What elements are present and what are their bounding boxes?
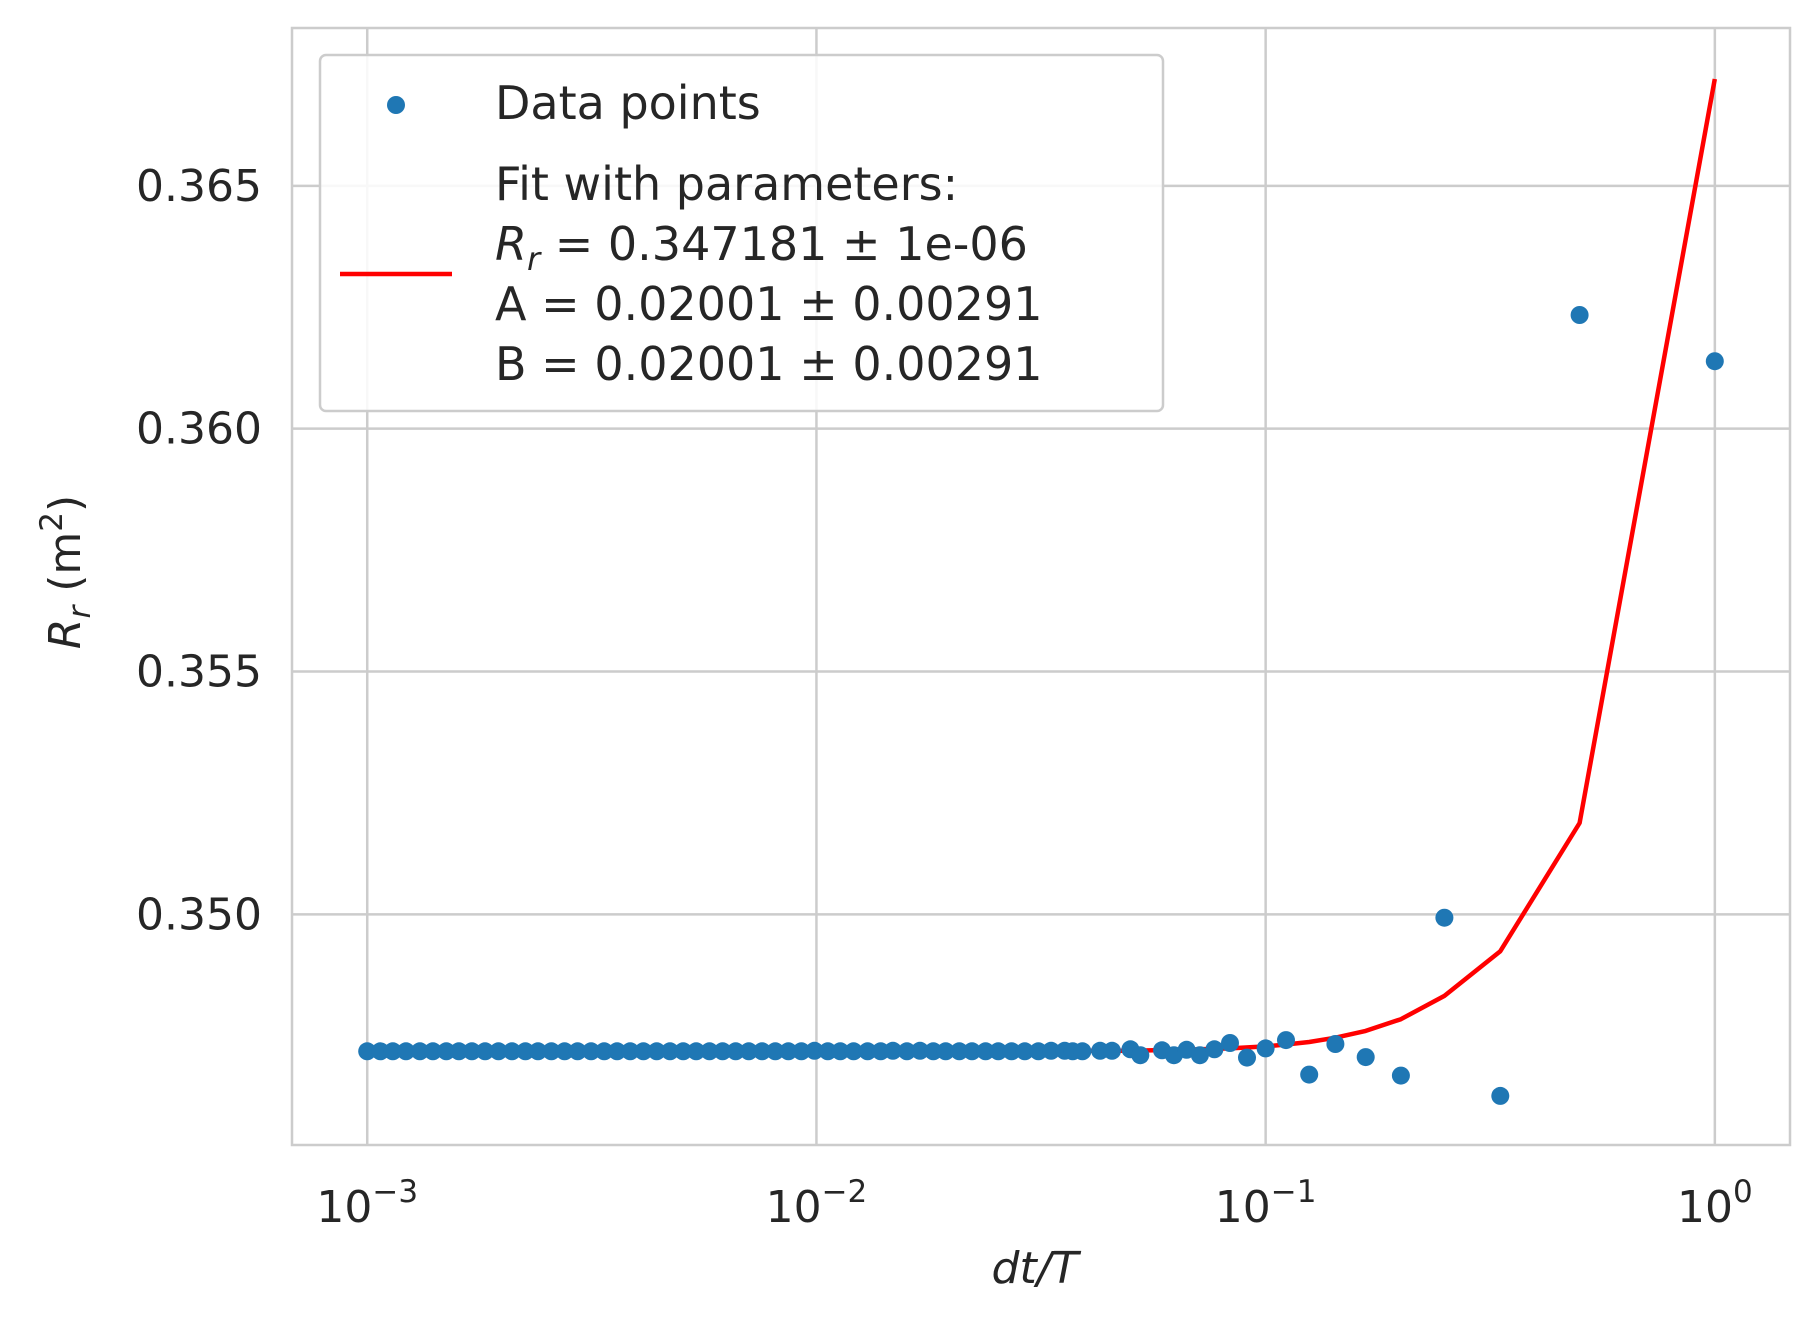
data-point <box>911 1041 929 1060</box>
data-point <box>1391 1066 1410 1085</box>
data-point <box>621 1042 640 1061</box>
data-point <box>1705 352 1724 371</box>
y-axis-label: Rr(m2) <box>34 495 98 649</box>
data-point <box>792 1042 811 1061</box>
data-point <box>449 1042 468 1061</box>
x-tick-label: 10−3 <box>316 1174 418 1233</box>
data-point <box>1029 1042 1048 1061</box>
data-point <box>779 1042 798 1061</box>
data-point <box>1238 1048 1256 1067</box>
data-point <box>739 1042 758 1061</box>
data-point <box>858 1042 877 1061</box>
data-point <box>423 1042 442 1061</box>
x-tick-label: 10−2 <box>766 1174 868 1233</box>
data-point <box>1015 1042 1034 1061</box>
data-point <box>831 1042 850 1061</box>
y-tick-label: 0.365 <box>136 161 262 212</box>
x-tick-label: 10−1 <box>1215 1174 1317 1233</box>
x-axis-label: dt/T <box>992 1243 1082 1294</box>
data-point <box>976 1042 995 1061</box>
legend-points-marker <box>387 96 405 114</box>
data-point <box>897 1042 916 1061</box>
data-point <box>555 1042 574 1061</box>
data-point <box>766 1042 785 1061</box>
y-tick-labels: 0.350 0.355 0.360 0.365 <box>136 161 262 940</box>
data-point <box>936 1042 955 1061</box>
data-point <box>844 1042 863 1061</box>
data-point <box>924 1042 943 1061</box>
data-point <box>647 1042 666 1061</box>
data-point <box>1131 1046 1150 1065</box>
legend-fit-rr: Rr = 0.347181 ± 1e-06 <box>495 217 1028 278</box>
data-point <box>542 1042 561 1061</box>
data-point <box>1073 1042 1092 1061</box>
y-tick-label: 0.360 <box>136 404 262 455</box>
plot-area-frame <box>290 26 1792 1147</box>
data-point <box>1277 1031 1295 1050</box>
data-point <box>1190 1046 1209 1065</box>
data-point <box>950 1042 969 1061</box>
x-tick-labels: 10−3 10−2 10−1 100 <box>316 1174 1752 1233</box>
data-point <box>1103 1041 1121 1060</box>
data-point <box>818 1042 837 1061</box>
y-tick-label: 0.355 <box>136 646 262 697</box>
x-tick-label: 100 <box>1677 1174 1753 1233</box>
data-point <box>713 1042 732 1061</box>
legend-points-label: Data points <box>495 76 761 130</box>
data-point <box>726 1042 745 1061</box>
data-point <box>582 1042 601 1061</box>
legend-fit-b: B = 0.02001 ± 0.00291 <box>495 337 1043 391</box>
data-point <box>595 1042 614 1061</box>
data-point <box>1491 1086 1510 1105</box>
data-point <box>516 1042 535 1061</box>
data-point <box>1570 306 1589 324</box>
data-point <box>358 1042 377 1061</box>
data-points-layer <box>358 306 1724 1105</box>
data-point <box>1221 1034 1239 1052</box>
data-point <box>963 1042 981 1061</box>
data-point <box>462 1042 481 1061</box>
y-tick-label: 0.350 <box>136 889 262 940</box>
data-point <box>371 1042 390 1061</box>
data-point <box>753 1042 772 1061</box>
data-point <box>1205 1040 1224 1059</box>
data-point <box>529 1042 547 1061</box>
data-point <box>1356 1048 1375 1067</box>
data-point <box>1300 1065 1319 1084</box>
legend-fit-a: A = 0.02001 ± 0.00291 <box>495 277 1043 331</box>
data-point <box>674 1042 693 1061</box>
data-point <box>437 1042 456 1061</box>
legend-fit-title: Fit with parameters: <box>495 157 958 211</box>
data-point <box>383 1042 402 1061</box>
data-point <box>700 1042 719 1061</box>
data-point <box>989 1042 1008 1061</box>
data-point <box>476 1042 495 1061</box>
data-point <box>687 1042 706 1061</box>
data-point <box>1256 1039 1275 1058</box>
data-point <box>1435 908 1454 927</box>
legend-box <box>318 53 1165 413</box>
data-point <box>661 1042 679 1061</box>
data-point <box>503 1042 521 1061</box>
data-point <box>805 1041 824 1060</box>
data-point <box>568 1042 587 1061</box>
data-point <box>1326 1035 1345 1053</box>
data-point <box>397 1042 415 1061</box>
data-point <box>489 1042 508 1061</box>
data-point <box>1042 1041 1061 1060</box>
data-point <box>634 1042 653 1061</box>
legend: Data points Fit with parameters: Rr = 0.… <box>318 53 1165 413</box>
data-point <box>410 1042 429 1061</box>
data-point <box>883 1041 902 1060</box>
data-point <box>608 1042 627 1061</box>
data-point <box>1002 1042 1021 1061</box>
